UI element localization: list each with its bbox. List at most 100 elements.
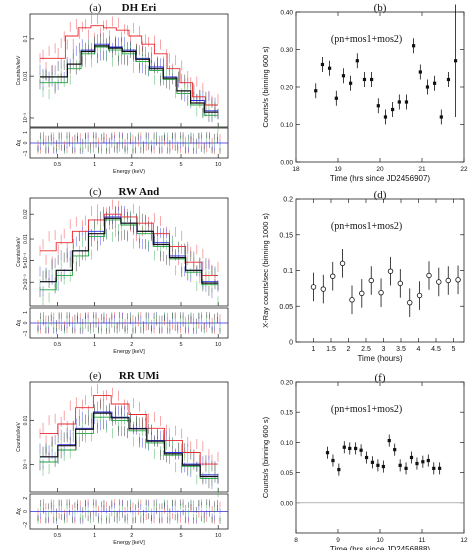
spectrum-model-step bbox=[40, 395, 218, 465]
spectrum-frame bbox=[29, 13, 229, 128]
x-tick-label: 18 bbox=[292, 166, 300, 173]
residual-axis-label: Δχ bbox=[16, 508, 22, 515]
spectrum-panel-2: 0.5 1 2 5 100.020.015×10⁻³2×10⁻³10−1(c) RW An… bbox=[16, 186, 229, 355]
x-tick-label: 10 bbox=[215, 162, 221, 168]
panel-title: DH Eri bbox=[122, 2, 157, 14]
spectrum-model-step bbox=[40, 219, 218, 291]
y-tick-label: 0.01 bbox=[23, 71, 29, 81]
data-point bbox=[439, 115, 443, 119]
y-tick-label: 0 bbox=[289, 340, 293, 347]
data-point bbox=[368, 277, 374, 284]
x-tick-label: 5 bbox=[179, 342, 182, 348]
panel-letter: (b) bbox=[374, 2, 387, 14]
data-point bbox=[436, 279, 442, 285]
data-point bbox=[421, 460, 425, 464]
y-tick-label: 0.20 bbox=[280, 380, 293, 387]
x-tick-label: 1 bbox=[93, 162, 96, 168]
x-tick-label: 10 bbox=[215, 533, 221, 539]
y-tick-label: 0.05 bbox=[280, 470, 293, 477]
x-axis-label: Energy [keV] bbox=[113, 349, 145, 355]
x-tick-label: 20 bbox=[376, 166, 384, 173]
y-axis-label: Counts/s/keV bbox=[16, 55, 22, 85]
panel-letter: (f) bbox=[375, 372, 386, 384]
scatter-panel-3: 1 1.5 2 2.5 3 3.5 4 4.5 5 0 0.05 0.1 0.15 0.2 (d) (pn+m… bbox=[261, 189, 465, 363]
y-tick-label: 0.15 bbox=[280, 410, 293, 417]
data-point bbox=[438, 466, 442, 470]
data-point bbox=[432, 466, 436, 470]
x-tick-label: 22 bbox=[460, 166, 468, 173]
x-axis-label: Energy (keV) bbox=[113, 169, 145, 175]
residual-tick-label: −1 bbox=[23, 330, 29, 336]
y-tick-label: 0.40 bbox=[280, 10, 293, 17]
y-tick-label: 0.20 bbox=[280, 85, 293, 92]
data-point bbox=[310, 284, 317, 290]
x-tick-label: 5 bbox=[179, 533, 182, 539]
spectrum-model-step bbox=[40, 46, 218, 116]
data-point bbox=[426, 458, 430, 463]
y-axis-label: X-Ray counts/sec (binning 1000 s) bbox=[261, 213, 270, 328]
spectrum-model-step bbox=[40, 25, 218, 106]
data-point bbox=[349, 297, 355, 303]
data-point bbox=[349, 81, 353, 85]
x-axis-label: Time (hrs since JD2456888) bbox=[330, 545, 431, 550]
y-tick-label: 0.05 bbox=[279, 304, 293, 311]
x-tick-label: 3.5 bbox=[396, 346, 406, 353]
x-tick-label: 5 bbox=[452, 346, 456, 353]
y-tick-label: 0.30 bbox=[280, 47, 293, 54]
x-tick-label: 2 bbox=[347, 346, 351, 353]
data-point bbox=[383, 115, 388, 119]
data-point bbox=[393, 448, 397, 452]
spectrum-frame bbox=[29, 381, 229, 493]
residual-tick-label: −2 bbox=[23, 522, 29, 528]
data-point bbox=[348, 446, 352, 451]
x-tick-label: 2 bbox=[130, 162, 133, 168]
x-axis-label: Energy [keV] bbox=[113, 540, 145, 546]
data-point bbox=[364, 455, 369, 460]
data-point bbox=[376, 463, 380, 467]
data-point bbox=[341, 74, 346, 78]
x-tick-label: 9 bbox=[336, 537, 340, 544]
data-point bbox=[433, 81, 437, 85]
data-point bbox=[397, 280, 403, 287]
data-point bbox=[320, 62, 325, 67]
x-tick-label: 0.5 bbox=[54, 162, 62, 168]
data-point bbox=[409, 455, 414, 460]
x-tick-label: 0.5 bbox=[54, 342, 62, 348]
data-point bbox=[416, 292, 423, 299]
panel-annotation: (pn+mos1+mos2) bbox=[331, 404, 402, 415]
x-tick-label: 10 bbox=[215, 342, 221, 348]
panel-letter: (e) bbox=[89, 370, 102, 382]
data-point bbox=[370, 77, 374, 82]
x-tick-label: 19 bbox=[334, 166, 342, 173]
panel-title: RW And bbox=[119, 186, 160, 198]
x-tick-label: 12 bbox=[460, 537, 468, 544]
panel-annotation: (pn+mos1+mos2) bbox=[331, 34, 402, 45]
spectrum-model-step bbox=[40, 45, 218, 113]
y-tick-label: 0.1 bbox=[283, 268, 293, 275]
y-tick-label: 0.10 bbox=[280, 122, 293, 129]
y-tick-label: 0.01 bbox=[23, 234, 29, 244]
x-tick-label: 5 bbox=[179, 162, 182, 168]
spectrum-model-step bbox=[40, 217, 218, 284]
data-point bbox=[445, 277, 451, 284]
data-point bbox=[359, 290, 365, 297]
data-point bbox=[391, 107, 395, 112]
x-tick-label: 2 bbox=[130, 342, 133, 348]
y-tick-label: 0.2 bbox=[283, 197, 293, 204]
data-point bbox=[362, 77, 367, 82]
x-tick-label: 1 bbox=[93, 533, 96, 539]
residual-tick-label: 1 bbox=[23, 311, 29, 314]
data-point bbox=[387, 268, 394, 274]
y-tick-label: 0.10 bbox=[280, 440, 293, 447]
residual-axis-label: Δχ bbox=[16, 140, 22, 147]
residual-tick-label: 0 bbox=[23, 141, 29, 144]
residual-tick-label: 0 bbox=[23, 321, 29, 324]
y-tick-label: 10⁻³ bbox=[23, 459, 29, 469]
panel-title: RR UMi bbox=[119, 370, 159, 382]
data-point bbox=[425, 85, 430, 89]
data-point bbox=[359, 448, 363, 452]
x-tick-label: 2.5 bbox=[361, 346, 371, 353]
x-tick-label: 0.5 bbox=[54, 533, 62, 539]
data-point bbox=[446, 77, 451, 82]
